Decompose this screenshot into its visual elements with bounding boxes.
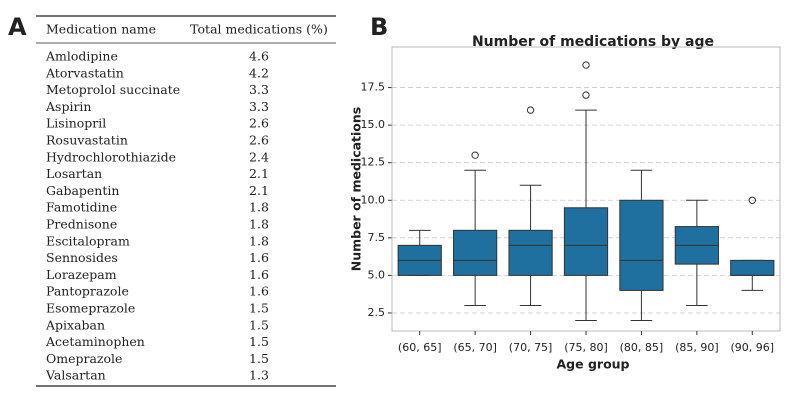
medication-name: Losartan bbox=[46, 166, 102, 181]
outlier bbox=[582, 61, 590, 69]
box bbox=[619, 199, 664, 291]
medication-name: Valsartan bbox=[45, 368, 106, 383]
medication-percent: 4.2 bbox=[249, 65, 269, 80]
medication-name: Hydrochlorothiazide bbox=[46, 149, 176, 164]
medication-name: Atorvastatin bbox=[45, 65, 124, 80]
medication-percent: 1.5 bbox=[249, 334, 269, 349]
x-tick-label: (60, 65] bbox=[398, 341, 442, 354]
chart-title: Number of medications by age bbox=[472, 34, 714, 50]
medication-name: Amlodipine bbox=[45, 49, 118, 64]
medication-name: Rosuvastatin bbox=[46, 133, 128, 148]
y-tick-label: 15.0 bbox=[361, 118, 386, 131]
outlier bbox=[526, 106, 535, 114]
x-tick-label: (80, 85] bbox=[620, 341, 664, 354]
medication-name: Pantoprazole bbox=[46, 284, 129, 299]
medication-name: Gabapentin bbox=[46, 183, 119, 198]
y-axis-label: Number of medications bbox=[349, 107, 364, 271]
column-header: Total medications (%) bbox=[190, 22, 328, 37]
x-tick-label: (65, 70] bbox=[453, 341, 497, 354]
medication-name: Aspirin bbox=[45, 99, 91, 114]
x-tick-label: (85, 90] bbox=[675, 341, 719, 354]
medication-percent: 1.8 bbox=[249, 200, 269, 215]
medication-percent: 4.6 bbox=[249, 49, 269, 64]
medication-percent: 1.8 bbox=[249, 233, 269, 248]
x-tick-label: (75, 80] bbox=[564, 341, 608, 354]
box bbox=[730, 259, 775, 276]
medication-name: Esomeprazole bbox=[46, 301, 135, 316]
medication-name: Omeprazole bbox=[46, 351, 122, 366]
outlier bbox=[582, 91, 590, 99]
medication-name: Escitalopram bbox=[46, 233, 130, 248]
x-tick-label: (90, 96] bbox=[730, 341, 774, 354]
panel-label: B bbox=[370, 13, 388, 41]
outlier bbox=[748, 196, 756, 204]
medication-percent: 1.5 bbox=[249, 317, 269, 332]
medication-name: Prednisone bbox=[46, 217, 117, 232]
medication-percent: 1.5 bbox=[249, 301, 269, 316]
y-tick-label: 12.5 bbox=[361, 156, 386, 169]
medication-percent: 1.6 bbox=[249, 284, 269, 299]
x-axis-label: Age group bbox=[557, 357, 630, 372]
medication-percent: 1.3 bbox=[249, 368, 269, 383]
medication-percent: 1.6 bbox=[249, 250, 269, 265]
medication-percent: 2.6 bbox=[249, 116, 269, 131]
outlier bbox=[471, 151, 479, 159]
medication-name: Acetaminophen bbox=[45, 334, 145, 349]
panel-label: A bbox=[8, 13, 27, 41]
medication-name: Sennosides bbox=[46, 250, 118, 265]
medication-percent: 2.1 bbox=[249, 183, 269, 198]
medication-percent: 1.5 bbox=[249, 351, 269, 366]
y-tick-label: 2.5 bbox=[368, 306, 386, 319]
medication-name: Lisinopril bbox=[46, 116, 106, 131]
medication-name: Lorazepam bbox=[46, 267, 117, 282]
medication-percent: 2.6 bbox=[249, 133, 269, 148]
y-tick-label: 5.0 bbox=[368, 268, 386, 281]
y-tick-label: 17.5 bbox=[361, 81, 386, 94]
medication-percent: 3.3 bbox=[249, 99, 269, 114]
medication-name: Famotidine bbox=[46, 200, 117, 215]
medication-name: Apixaban bbox=[45, 317, 105, 332]
box bbox=[453, 229, 498, 276]
medication-percent: 2.1 bbox=[249, 166, 269, 181]
column-header: Medication name bbox=[46, 22, 156, 37]
box bbox=[508, 229, 553, 276]
x-tick-label: (70, 75] bbox=[509, 341, 553, 354]
medication-name: Metoprolol succinate bbox=[46, 82, 180, 97]
y-tick-label: 7.5 bbox=[368, 231, 386, 244]
box bbox=[563, 207, 609, 276]
y-tick-label: 10.0 bbox=[361, 193, 386, 206]
medication-percent: 1.6 bbox=[249, 267, 269, 282]
medication-percent: 3.3 bbox=[249, 82, 269, 97]
medication-percent: 2.4 bbox=[249, 149, 269, 164]
medication-percent: 1.8 bbox=[249, 217, 269, 232]
